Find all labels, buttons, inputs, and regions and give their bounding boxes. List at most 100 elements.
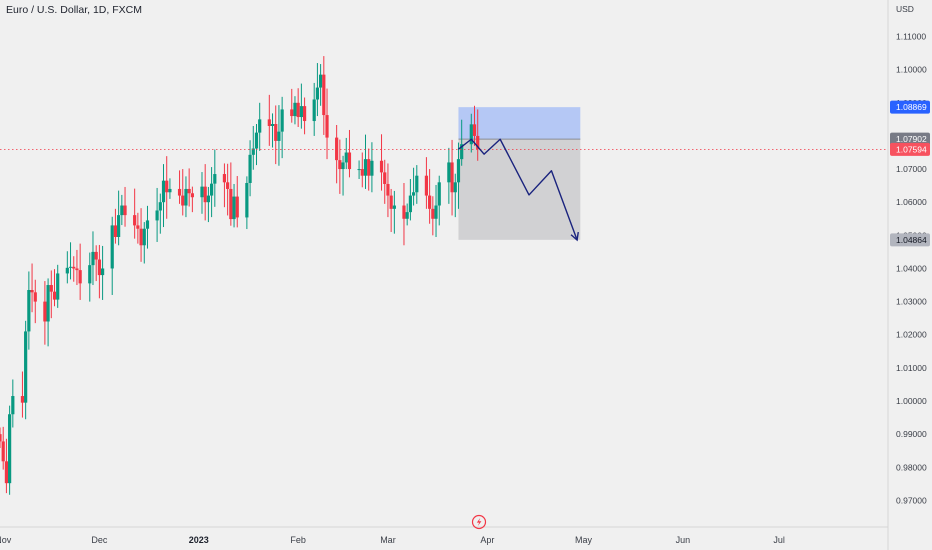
time-tick-label: Feb bbox=[290, 535, 306, 545]
candle bbox=[472, 105, 477, 146]
candle-body bbox=[46, 285, 50, 322]
candle-body bbox=[177, 188, 182, 196]
candle-body bbox=[319, 74, 323, 88]
candle-body bbox=[415, 175, 419, 193]
time-tick-label: Jun bbox=[676, 535, 691, 545]
price-tick-label: 1.04000 bbox=[896, 263, 927, 273]
candle-body bbox=[33, 292, 37, 302]
price-tag-bg bbox=[890, 233, 930, 247]
candle bbox=[75, 249, 79, 286]
candle-body bbox=[360, 169, 364, 176]
candle-body bbox=[402, 205, 406, 219]
candle-body bbox=[392, 205, 396, 209]
candle bbox=[312, 82, 316, 136]
candle-body bbox=[226, 182, 230, 189]
candle-body bbox=[158, 202, 162, 211]
candle bbox=[235, 176, 239, 228]
candle bbox=[203, 164, 207, 221]
candle bbox=[136, 212, 140, 244]
candle bbox=[49, 270, 53, 319]
price-tag-label: 1.08869 bbox=[896, 102, 927, 112]
tradingview-logo-icon[interactable] bbox=[471, 514, 487, 530]
candle bbox=[94, 245, 98, 282]
candle bbox=[30, 263, 34, 313]
candle-body bbox=[411, 192, 416, 196]
candle bbox=[296, 88, 300, 127]
candle bbox=[322, 56, 326, 135]
candle bbox=[68, 242, 73, 280]
candle-body bbox=[123, 205, 127, 216]
candle bbox=[469, 113, 473, 153]
candle-body bbox=[168, 188, 172, 193]
candle bbox=[357, 160, 361, 180]
candle bbox=[274, 105, 278, 165]
candle-body bbox=[408, 195, 412, 213]
candle bbox=[229, 162, 233, 226]
candle-body bbox=[49, 285, 53, 292]
candle bbox=[267, 94, 271, 146]
candle-body bbox=[367, 159, 371, 176]
candle-body bbox=[251, 148, 255, 155]
candle-body bbox=[389, 195, 393, 209]
candle bbox=[142, 222, 146, 264]
candle bbox=[213, 149, 217, 207]
candle bbox=[392, 190, 396, 234]
candle bbox=[1, 426, 5, 470]
candle-body bbox=[11, 396, 15, 415]
candle bbox=[24, 320, 28, 420]
chart-title: Euro / U.S. Dollar, 1D, FXCM bbox=[6, 4, 142, 16]
candle-body bbox=[450, 162, 454, 193]
candle bbox=[158, 193, 162, 234]
candle-body bbox=[379, 160, 384, 173]
candle bbox=[450, 139, 454, 216]
candle bbox=[52, 269, 57, 307]
candle bbox=[100, 245, 105, 300]
price-tag: 1.08869 bbox=[890, 100, 930, 114]
candle-body bbox=[344, 152, 348, 163]
candle-body bbox=[386, 183, 390, 196]
candle-body bbox=[72, 266, 76, 269]
candle-body bbox=[113, 225, 118, 237]
candle bbox=[161, 164, 166, 228]
candle bbox=[402, 182, 406, 246]
price-tick-label: 1.10000 bbox=[896, 65, 927, 75]
candle bbox=[360, 152, 364, 188]
time-tick-label: May bbox=[575, 535, 593, 545]
candle bbox=[33, 279, 37, 324]
candle-body bbox=[296, 102, 300, 118]
candle bbox=[145, 205, 150, 249]
candle-body bbox=[424, 175, 429, 196]
candle bbox=[290, 88, 294, 123]
candle bbox=[302, 97, 307, 135]
candle bbox=[411, 167, 416, 206]
stop-loss-zone bbox=[458, 107, 581, 140]
price-tick-label: 0.97000 bbox=[896, 495, 927, 505]
candle bbox=[46, 278, 50, 347]
price-tick-label: 1.06000 bbox=[896, 197, 927, 207]
candle bbox=[184, 176, 188, 218]
candle-body bbox=[65, 267, 69, 274]
candle-body bbox=[100, 268, 105, 276]
candle bbox=[370, 142, 374, 193]
candle bbox=[453, 173, 457, 218]
candle bbox=[155, 187, 159, 242]
candle-body bbox=[20, 396, 25, 403]
price-tag-label: 1.07902 bbox=[896, 134, 927, 144]
candle-body bbox=[181, 195, 185, 206]
candle-body bbox=[52, 291, 57, 300]
time-tick-label: Dec bbox=[91, 535, 108, 545]
candle bbox=[11, 379, 15, 428]
price-tag-label: 1.04864 bbox=[896, 235, 927, 245]
candle bbox=[347, 129, 352, 178]
time-tick-label: Jul bbox=[773, 535, 785, 545]
candle bbox=[43, 281, 47, 345]
candle-body bbox=[43, 301, 47, 322]
candle-body bbox=[456, 159, 461, 183]
candle-body bbox=[200, 186, 204, 198]
candle-body bbox=[1, 441, 5, 462]
candle-body bbox=[453, 182, 457, 193]
candle bbox=[424, 157, 429, 209]
time-tick-label: Apr bbox=[480, 535, 494, 545]
